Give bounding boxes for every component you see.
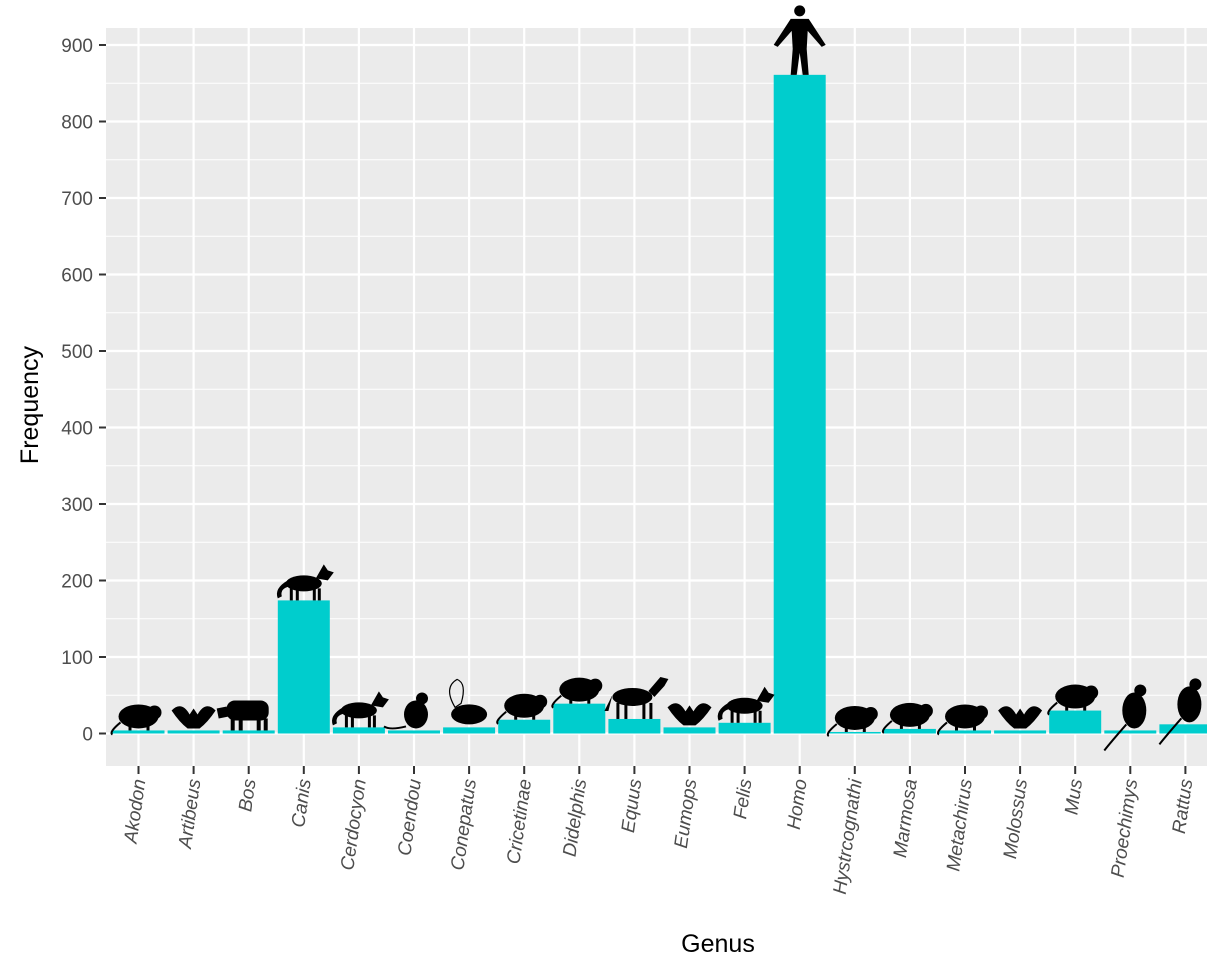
marsupial-silhouette [937, 704, 988, 736]
bar [1159, 724, 1207, 734]
x-tick-label: Cerdocyon [337, 778, 371, 872]
plot-panel [106, 28, 1207, 766]
rodent-silhouette [110, 704, 162, 736]
bar [277, 600, 330, 734]
bar [608, 718, 661, 734]
rodent-silhouette [496, 693, 548, 725]
y-tick-label: 400 [61, 419, 93, 440]
x-tick-label: Mus [1061, 777, 1087, 816]
bar [112, 730, 165, 734]
bar [939, 730, 991, 734]
marsupial-silhouette [881, 702, 933, 734]
y-axis-title: Frequency [16, 345, 44, 464]
y-tick-label: 100 [61, 648, 93, 669]
opossum-silhouette [551, 677, 603, 709]
horse-silhouette [604, 676, 669, 719]
x-tick-label: Equus [618, 777, 646, 834]
bar [773, 74, 826, 734]
y-tick-label: 800 [61, 113, 93, 134]
bar [388, 730, 440, 734]
cat-silhouette [717, 686, 775, 723]
y-tick-label: 600 [61, 266, 93, 287]
x-tick-label: Proechimys [1108, 777, 1143, 879]
bat-silhouette [998, 706, 1043, 729]
porcupine-silhouette [383, 692, 428, 730]
fox-silhouette [332, 691, 389, 728]
y-tick-label: 700 [61, 189, 93, 210]
x-tick-label: Eumops [671, 777, 702, 849]
x-tick-label: Akodon [121, 778, 151, 846]
mouse-silhouette [1047, 684, 1099, 716]
y-tick-label: 300 [61, 495, 93, 516]
bar [332, 727, 385, 734]
y-tick-label: 900 [61, 36, 93, 57]
y-tick-label: 200 [61, 572, 93, 593]
rat-silhouette [1103, 684, 1147, 752]
x-tick-label: Cricetinae [503, 778, 536, 866]
y-axis: 0 100 200 300 400 500 600 700 800 900 [61, 36, 106, 746]
x-tick-label: Artibeus [175, 777, 206, 850]
bar [498, 719, 551, 734]
bar [443, 727, 496, 734]
human-silhouette [773, 5, 826, 75]
x-tick-label: Rattus [1169, 777, 1198, 835]
skunk-silhouette [449, 678, 488, 725]
x-tick-label: Bos [235, 777, 260, 813]
x-tick-label: Homo [784, 778, 812, 831]
bar [718, 722, 771, 734]
rat-silhouette [1158, 678, 1202, 745]
bar [994, 730, 1047, 734]
x-tick-label: Conepatus [447, 777, 481, 871]
bar [828, 731, 881, 734]
x-tick-label: Molossus [1000, 777, 1032, 860]
bat-silhouette [171, 706, 216, 729]
bar [1104, 730, 1157, 734]
silhouettes [110, 5, 1202, 752]
bar [883, 728, 936, 734]
bovine-silhouette [216, 700, 269, 731]
x-tick-label: Coendou [394, 777, 426, 857]
x-tick-label: Hystrcognathi [830, 777, 867, 896]
x-tick-label: Metachirus [943, 777, 977, 872]
x-tick-label: Didelphis [560, 777, 592, 858]
x-tick-label: Marmosa [890, 778, 922, 859]
bar [222, 730, 275, 734]
bar [167, 730, 220, 734]
rodent-silhouette [826, 705, 878, 737]
bar [553, 703, 606, 734]
bar [663, 727, 716, 734]
x-axis: Akodon Artibeus Bos Canis Cerdocyon Coendou Co… [121, 766, 1198, 896]
x-axis-title: Genus [681, 930, 755, 958]
x-tick-label: Felis [730, 777, 756, 820]
canid-silhouette [276, 564, 334, 601]
y-tick-label: 0 [82, 725, 93, 746]
bat-silhouette [667, 703, 712, 726]
bar [1049, 710, 1102, 734]
bars [112, 74, 1207, 734]
x-tick-label: Canis [288, 777, 316, 829]
y-tick-label: 500 [61, 342, 93, 363]
